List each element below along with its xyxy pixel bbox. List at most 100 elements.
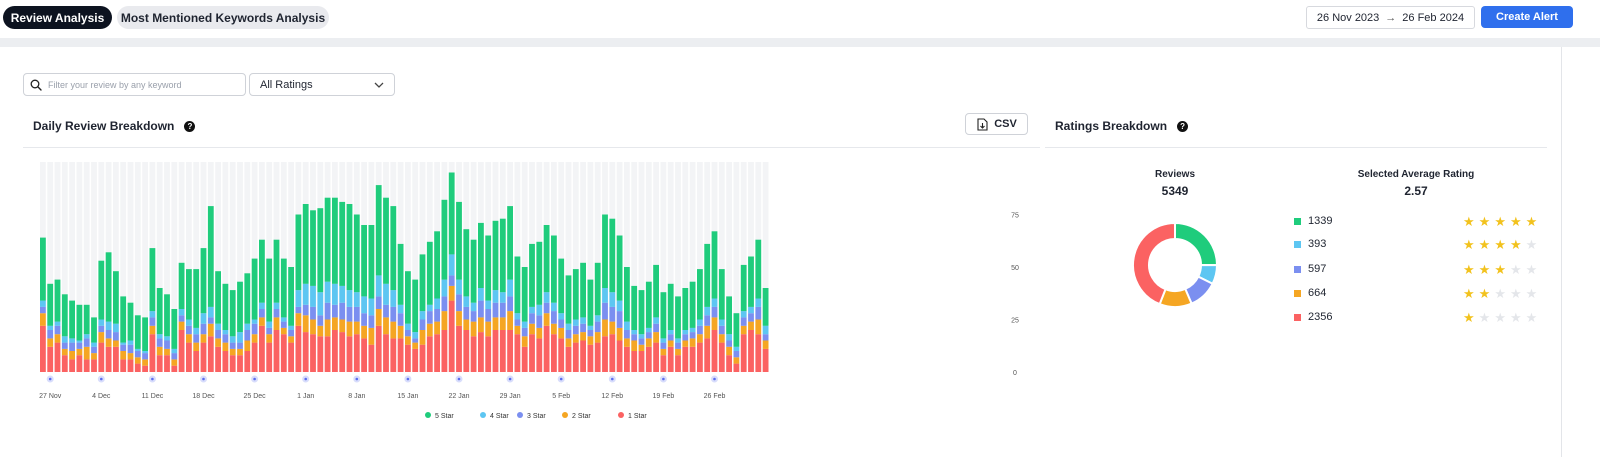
chart-bar-segment-3-star[interactable] bbox=[594, 321, 601, 333]
chart-bar-segment-4-star[interactable] bbox=[441, 279, 448, 297]
chart-bar-segment-4-star[interactable] bbox=[215, 323, 221, 330]
chart-bar-segment-4-star[interactable] bbox=[594, 315, 601, 322]
chart-bar-segment-4-star[interactable] bbox=[288, 325, 294, 330]
chart-bar-segment-5-star[interactable] bbox=[426, 241, 433, 305]
chart-bar-segment-4-star[interactable] bbox=[419, 311, 426, 320]
chart-bar-segment-1-star[interactable] bbox=[675, 355, 681, 372]
chart-bar-segment-3-star[interactable] bbox=[346, 306, 353, 322]
chart-bar-segment-1-star[interactable] bbox=[83, 359, 90, 372]
chart-bar-segment-5-star[interactable] bbox=[251, 258, 258, 320]
chart-bar-segment-2-star[interactable] bbox=[726, 346, 732, 356]
chart-bar-segment-1-star[interactable] bbox=[543, 325, 550, 372]
chart-bar-segment-5-star[interactable] bbox=[675, 296, 681, 339]
chart-bar-segment-3-star[interactable] bbox=[572, 325, 579, 335]
chart-bar-segment-5-star[interactable] bbox=[61, 294, 68, 337]
chart-bar-segment-3-star[interactable] bbox=[91, 346, 97, 354]
chart-bar-segment-4-star[interactable] bbox=[186, 319, 192, 326]
chart-bar-segment-4-star[interactable] bbox=[463, 296, 470, 307]
chart-bar-segment-1-star[interactable] bbox=[762, 348, 769, 372]
chart-bar-segment-5-star[interactable] bbox=[193, 269, 200, 328]
chart-bar-segment-2-star[interactable] bbox=[645, 338, 652, 347]
chart-bar-segment-5-star[interactable] bbox=[390, 206, 397, 291]
chart-bar-segment-5-star[interactable] bbox=[397, 243, 404, 305]
chart-bar-segment-5-star[interactable] bbox=[448, 172, 455, 255]
chart-bar-segment-1-star[interactable] bbox=[412, 348, 419, 372]
chart-bar-segment-2-star[interactable] bbox=[587, 336, 594, 345]
chart-bar-segment-1-star[interactable] bbox=[134, 363, 141, 372]
chart-bar-segment-3-star[interactable] bbox=[324, 302, 331, 320]
chart-bar-segment-4-star[interactable] bbox=[149, 311, 156, 318]
chart-bar-segment-2-star[interactable] bbox=[54, 334, 61, 343]
chart-bar-segment-3-star[interactable] bbox=[704, 315, 711, 326]
chart-bar-segment-1-star[interactable] bbox=[645, 346, 652, 372]
chart-bar-segment-5-star[interactable] bbox=[346, 204, 353, 291]
chart-bar-segment-4-star[interactable] bbox=[266, 321, 273, 328]
chart-bar-segment-3-star[interactable] bbox=[383, 304, 389, 318]
chart-bar-segment-5-star[interactable] bbox=[156, 288, 163, 335]
chart-bar-segment-1-star[interactable] bbox=[587, 344, 594, 372]
chart-bar-segment-3-star[interactable] bbox=[361, 313, 367, 326]
chart-bar-segment-1-star[interactable] bbox=[120, 359, 127, 372]
chart-bar-segment-3-star[interactable] bbox=[478, 300, 484, 318]
chart-bar-segment-1-star[interactable] bbox=[616, 340, 623, 373]
chart-bar-segment-2-star[interactable] bbox=[441, 311, 448, 330]
chart-bar-segment-5-star[interactable] bbox=[368, 225, 375, 299]
chart-bar-segment-3-star[interactable] bbox=[127, 344, 134, 354]
donut-slice-1-star[interactable] bbox=[1132, 221, 1176, 306]
chart-bar-segment-3-star[interactable] bbox=[616, 311, 623, 328]
chart-bar-segment-5-star[interactable] bbox=[616, 235, 623, 301]
chart-bar-segment-5-star[interactable] bbox=[383, 197, 389, 284]
chart-bar-segment-3-star[interactable] bbox=[69, 342, 75, 351]
chart-bar-segment-4-star[interactable] bbox=[492, 290, 499, 303]
chart-bar-segment-3-star[interactable] bbox=[193, 334, 200, 343]
chart-bar-segment-1-star[interactable] bbox=[485, 336, 492, 372]
rating-row-5-star[interactable]: 1339 bbox=[1294, 214, 1332, 228]
chart-bar-segment-3-star[interactable] bbox=[229, 342, 236, 349]
chart-bar-segment-5-star[interactable] bbox=[375, 185, 382, 276]
chart-bar-segment-1-star[interactable] bbox=[580, 340, 586, 373]
chart-bar-segment-4-star[interactable] bbox=[397, 304, 404, 314]
chart-bar-segment-5-star[interactable] bbox=[521, 267, 528, 322]
chart-bar-segment-4-star[interactable] bbox=[551, 302, 557, 312]
chart-bar-segment-2-star[interactable] bbox=[229, 348, 236, 356]
chart-bar-segment-1-star[interactable] bbox=[186, 342, 192, 372]
chart-bar-segment-3-star[interactable] bbox=[551, 311, 557, 324]
chart-bar-segment-3-star[interactable] bbox=[149, 317, 156, 326]
chart-bar-segment-2-star[interactable] bbox=[478, 317, 484, 333]
chart-bar-segment-4-star[interactable] bbox=[83, 334, 90, 339]
chart-bar-segment-5-star[interactable] bbox=[565, 275, 572, 324]
chart-bar-segment-3-star[interactable] bbox=[171, 353, 178, 360]
chart-bar-segment-5-star[interactable] bbox=[499, 218, 506, 293]
chart-bar-segment-5-star[interactable] bbox=[434, 231, 440, 299]
search-input[interactable] bbox=[48, 79, 228, 90]
chart-bar-segment-4-star[interactable] bbox=[675, 338, 681, 343]
chart-bar-segment-4-star[interactable] bbox=[105, 321, 112, 330]
chart-bar-segment-4-star[interactable] bbox=[507, 279, 513, 297]
chart-bar-segment-5-star[interactable] bbox=[478, 222, 484, 288]
chart-bar-segment-2-star[interactable] bbox=[419, 330, 426, 345]
chart-bar-segment-2-star[interactable] bbox=[609, 321, 616, 335]
chart-bar-segment-3-star[interactable] bbox=[587, 330, 594, 337]
search-field[interactable] bbox=[23, 73, 246, 96]
chart-bar-segment-3-star[interactable] bbox=[456, 294, 462, 312]
chart-bar-segment-5-star[interactable] bbox=[207, 206, 214, 307]
chart-bar-segment-3-star[interactable] bbox=[609, 306, 616, 322]
chart-bar-segment-3-star[interactable] bbox=[288, 330, 294, 337]
chart-bar-segment-5-star[interactable] bbox=[353, 214, 360, 293]
chart-bar-segment-5-star[interactable] bbox=[507, 206, 513, 280]
chart-bar-segment-5-star[interactable] bbox=[689, 281, 696, 328]
chart-bar-segment-3-star[interactable] bbox=[310, 306, 316, 320]
chart-bar-segment-2-star[interactable] bbox=[711, 317, 718, 330]
chart-bar-segment-5-star[interactable] bbox=[40, 237, 46, 301]
chart-bar-segment-3-star[interactable] bbox=[266, 327, 273, 335]
chart-bar-segment-2-star[interactable] bbox=[251, 334, 258, 343]
chart-bar-segment-3-star[interactable] bbox=[47, 330, 54, 339]
rating-row-3-star[interactable]: 597 bbox=[1294, 262, 1326, 276]
create-alert-button[interactable]: Create Alert bbox=[1481, 6, 1573, 28]
chart-bar-segment-2-star[interactable] bbox=[675, 348, 681, 356]
chart-bar-segment-2-star[interactable] bbox=[733, 357, 740, 364]
chart-bar-segment-2-star[interactable] bbox=[529, 323, 535, 335]
chart-bar-segment-3-star[interactable] bbox=[434, 309, 440, 322]
chart-bar-segment-4-star[interactable] bbox=[193, 327, 200, 335]
chart-bar-segment-2-star[interactable] bbox=[288, 336, 294, 343]
